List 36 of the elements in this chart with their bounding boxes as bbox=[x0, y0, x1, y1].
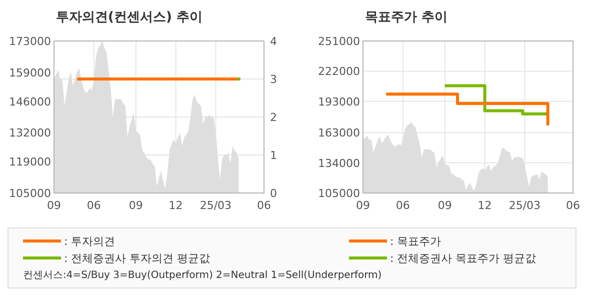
y-tick-label: 134000 bbox=[318, 156, 360, 170]
x-tick-label: 06 bbox=[257, 199, 271, 212]
y2-tick-label: 1 bbox=[270, 149, 277, 162]
x-tick-label: 09 bbox=[128, 199, 143, 212]
x-tick-label: 09 bbox=[47, 199, 61, 212]
text: 컨센서스:4=S/Buy 3=Buy(Outperform) 2=Neutral 1=Sell(Underperform) bbox=[23, 270, 382, 281]
x-tick-label: 06 bbox=[566, 199, 580, 212]
x-tick-label: 09 bbox=[356, 199, 370, 212]
y2-tick-label: 0 bbox=[270, 187, 277, 200]
y-tick-label: 132000 bbox=[9, 126, 51, 140]
y-tick-label: 105000 bbox=[318, 187, 360, 200]
y-tick-label: 163000 bbox=[318, 126, 360, 140]
y-tick-label: 159000 bbox=[9, 66, 51, 80]
y-tick-label: 173000 bbox=[9, 35, 51, 48]
y-tick-label: 193000 bbox=[318, 95, 360, 108]
y-tick-label: 251000 bbox=[318, 35, 360, 48]
x-tick-label: 12 bbox=[168, 199, 183, 212]
chart-title: 투자의견(컨센서스) 추이 bbox=[56, 10, 202, 25]
chart-title: 목표주가 추이 bbox=[365, 10, 448, 25]
legend-label: : 전체증권사 목표주가 평균값 bbox=[390, 252, 536, 265]
y-tick-label: 146000 bbox=[9, 95, 51, 108]
y2-tick-label: 3 bbox=[270, 73, 277, 86]
y-tick-label: 105000 bbox=[9, 187, 51, 200]
x-tick-label: 25/03 bbox=[508, 199, 541, 212]
x-tick-label: 25/03 bbox=[200, 199, 232, 212]
y-tick-label: 119000 bbox=[9, 156, 51, 169]
y-tick-label: 222000 bbox=[318, 65, 360, 78]
x-tick-label: 06 bbox=[86, 199, 101, 212]
x-tick-label: 06 bbox=[396, 199, 410, 212]
legend-label: : 전체증권사 투자의견 평균값 bbox=[64, 252, 210, 265]
legend-label: : 투자의견 bbox=[64, 235, 116, 248]
y2-tick-label: 4 bbox=[270, 35, 277, 48]
legend-label: : 목표주가 bbox=[390, 235, 442, 248]
x-tick-label: 12 bbox=[478, 199, 492, 212]
y2-tick-label: 2 bbox=[270, 111, 277, 124]
x-tick-label: 09 bbox=[438, 199, 452, 212]
